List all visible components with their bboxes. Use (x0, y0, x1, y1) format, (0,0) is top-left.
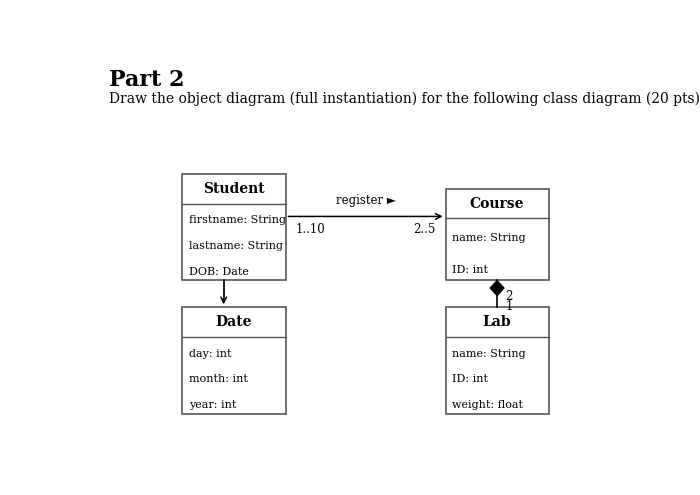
Text: ID: int: ID: int (452, 265, 488, 275)
Text: Student: Student (203, 182, 265, 196)
Text: lastname: String: lastname: String (189, 241, 283, 251)
Text: Part 2: Part 2 (109, 69, 185, 91)
Text: register ►: register ► (335, 194, 396, 207)
Bar (183, 307, 286, 414)
Text: weight: float: weight: float (452, 400, 523, 410)
Text: month: int: month: int (189, 374, 248, 384)
Text: ID: int: ID: int (452, 374, 488, 384)
Text: 2: 2 (505, 291, 512, 303)
Polygon shape (490, 281, 504, 296)
Text: DOB: Date: DOB: Date (189, 266, 248, 277)
Text: 2..5: 2..5 (414, 223, 436, 236)
Text: year: int: year: int (189, 400, 237, 410)
Text: name: String: name: String (452, 348, 526, 359)
Text: firstname: String: firstname: String (189, 215, 286, 225)
Bar (446, 307, 549, 414)
Bar (446, 189, 549, 281)
Text: name: String: name: String (452, 234, 526, 244)
Text: day: int: day: int (189, 348, 232, 359)
Bar (183, 174, 286, 281)
Text: Lab: Lab (483, 315, 512, 329)
Text: Draw the object diagram (full instantiation) for the following class diagram (20: Draw the object diagram (full instantiat… (109, 92, 700, 106)
Text: 1: 1 (505, 299, 512, 312)
Text: 1..10: 1..10 (295, 223, 325, 236)
Text: Date: Date (216, 315, 252, 329)
Text: Course: Course (470, 197, 524, 211)
